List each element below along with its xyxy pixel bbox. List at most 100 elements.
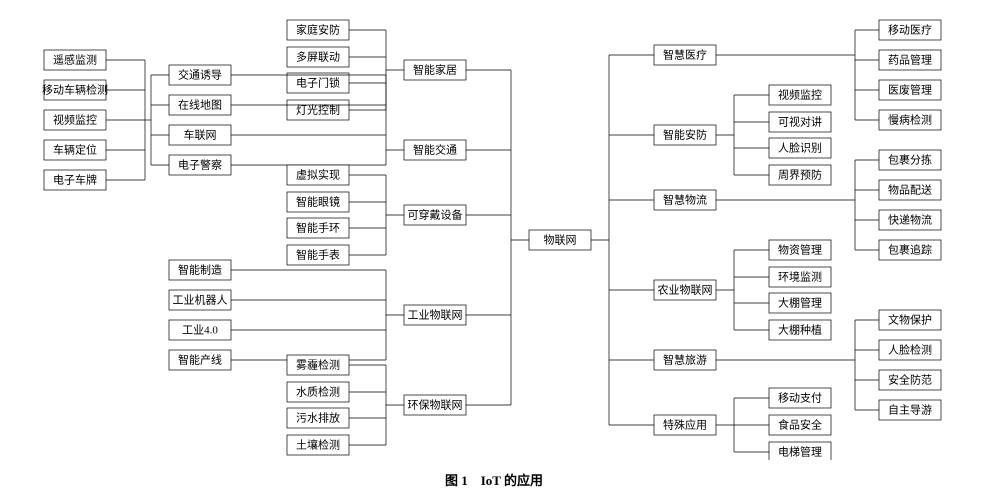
svg-text:工业物联网: 工业物联网 (408, 308, 463, 322)
svg-text:电子警察: 电子警察 (178, 158, 222, 172)
iot-tree-diagram: 物联网 智能家居 家庭安防多屏联动电子门锁灯光控制智能交通 交通诱导在线地图车联网电子… (15, 15, 973, 460)
node-m2: 药品管理 (879, 50, 941, 70)
svg-text:人脸检测: 人脸检测 (888, 343, 932, 357)
node-r_med: 智慧医疗 (654, 45, 716, 65)
node-s2: 可视对讲 (769, 112, 831, 132)
svg-text:包裹追踪: 包裹追踪 (888, 243, 932, 257)
node-t3: 车联网 (169, 125, 231, 145)
node-g4: 车辆定位 (44, 140, 106, 160)
svg-text:交通诱导: 交通诱导 (178, 68, 222, 82)
figure-caption: 图 1 IoT 的应用 (15, 470, 973, 489)
node-g3: 视频监控 (44, 110, 106, 130)
svg-text:自主导游: 自主导游 (888, 404, 932, 417)
node-home1: 家庭安防 (287, 20, 349, 40)
svg-text:视频监控: 视频监控 (778, 88, 822, 102)
svg-text:医废管理: 医废管理 (888, 83, 932, 97)
svg-text:大棚种植: 大棚种植 (778, 323, 822, 337)
svg-text:污水排放: 污水排放 (296, 411, 340, 425)
node-i2: 工业机器人 (169, 290, 231, 310)
svg-text:人脸识别: 人脸识别 (778, 141, 822, 155)
svg-text:灯光控制: 灯光控制 (296, 103, 340, 117)
node-g2: 移动车辆检测 (42, 80, 108, 100)
svg-text:多屏联动: 多屏联动 (296, 50, 340, 64)
node-b_home: 智能家居 (404, 60, 466, 80)
svg-text:智能产线: 智能产线 (178, 353, 222, 367)
node-t1: 交通诱导 (169, 65, 231, 85)
node-home4: 灯光控制 (287, 100, 349, 120)
svg-text:特殊应用: 特殊应用 (663, 418, 707, 432)
node-r_tour: 智慧旅游 (654, 350, 716, 370)
svg-text:工业机器人: 工业机器人 (173, 293, 228, 307)
svg-text:安全防范: 安全防范 (888, 373, 932, 387)
svg-text:食品安全: 食品安全 (778, 418, 822, 432)
node-a1: 物资管理 (769, 240, 831, 260)
svg-text:物联网: 物联网 (544, 233, 577, 247)
node-to2: 人脸检测 (879, 340, 941, 360)
node-g5: 电子车牌 (44, 170, 106, 190)
svg-text:周界预防: 周界预防 (778, 168, 822, 182)
node-e1: 雾霾检测 (287, 355, 349, 375)
svg-text:物资管理: 物资管理 (778, 243, 822, 257)
node-sp3: 电梯管理 (769, 442, 831, 460)
node-a4: 大棚种植 (769, 320, 831, 340)
svg-text:土壤检测: 土壤检测 (296, 438, 340, 452)
svg-text:移动医疗: 移动医疗 (888, 23, 932, 37)
node-r_sec: 智能安防 (654, 125, 716, 145)
svg-text:快递物流: 快递物流 (888, 213, 932, 227)
svg-text:智慧物流: 智慧物流 (663, 193, 707, 207)
svg-text:车辆定位: 车辆定位 (53, 143, 97, 157)
svg-text:智慧医疗: 智慧医疗 (663, 48, 707, 62)
node-sp2: 食品安全 (769, 415, 831, 435)
node-w1: 虚拟实现 (287, 165, 349, 185)
svg-text:雾霾检测: 雾霾检测 (296, 358, 340, 372)
svg-text:环保物联网: 环保物联网 (408, 398, 463, 412)
node-r_log: 智慧物流 (654, 190, 716, 210)
node-a2: 环境监测 (769, 267, 831, 287)
svg-text:遥感监测: 遥感监测 (53, 54, 97, 67)
node-r_agri: 农业物联网 (654, 280, 716, 300)
svg-text:慢病检测: 慢病检测 (888, 113, 932, 127)
node-e2: 水质检测 (287, 382, 349, 402)
svg-text:移动车辆检测: 移动车辆检测 (42, 83, 108, 97)
node-s3: 人脸识别 (769, 138, 831, 158)
node-m3: 医废管理 (879, 80, 941, 100)
node-s4: 周界预防 (769, 165, 831, 185)
node-home2: 多屏联动 (287, 47, 349, 67)
svg-text:水质检测: 水质检测 (296, 385, 340, 399)
svg-text:车联网: 车联网 (184, 128, 217, 142)
node-l1: 包裹分拣 (879, 150, 941, 170)
svg-text:移动支付: 移动支付 (778, 392, 822, 405)
svg-text:环境监测: 环境监测 (778, 270, 822, 284)
svg-text:电子门锁: 电子门锁 (296, 76, 340, 90)
node-e3: 污水排放 (287, 408, 349, 428)
node-to3: 安全防范 (879, 370, 941, 390)
svg-text:可穿戴设备: 可穿戴设备 (408, 208, 463, 222)
node-s1: 视频监控 (769, 85, 831, 105)
node-t4: 电子警察 (169, 155, 231, 175)
svg-text:智慧旅游: 智慧旅游 (663, 353, 707, 367)
svg-text:在线地图: 在线地图 (178, 98, 222, 112)
node-i4: 智能产线 (169, 350, 231, 370)
node-m1: 移动医疗 (879, 20, 941, 40)
node-root: 物联网 (529, 230, 591, 250)
node-w4: 智能手表 (287, 245, 349, 265)
node-i1: 智能制造 (169, 260, 231, 280)
svg-text:虚拟实现: 虚拟实现 (296, 168, 340, 182)
svg-text:电子车牌: 电子车牌 (53, 173, 97, 187)
svg-text:农业物联网: 农业物联网 (658, 283, 713, 297)
svg-text:智能家居: 智能家居 (413, 63, 457, 77)
node-home3: 电子门锁 (287, 73, 349, 93)
svg-text:智能制造: 智能制造 (178, 263, 222, 277)
svg-text:家庭安防: 家庭安防 (296, 23, 340, 37)
svg-text:智能交通: 智能交通 (413, 143, 457, 157)
node-l2: 物品配送 (879, 180, 941, 200)
node-m4: 慢病检测 (879, 110, 941, 130)
svg-text:可视对讲: 可视对讲 (778, 115, 822, 129)
node-w2: 智能眼镜 (287, 192, 349, 212)
svg-text:智能眼镜: 智能眼镜 (296, 195, 340, 209)
node-t2: 在线地图 (169, 95, 231, 115)
svg-text:物品配送: 物品配送 (888, 183, 932, 197)
node-l3: 快递物流 (879, 210, 941, 230)
svg-text:大棚管理: 大棚管理 (778, 296, 822, 310)
node-b_wear: 可穿戴设备 (404, 205, 466, 225)
